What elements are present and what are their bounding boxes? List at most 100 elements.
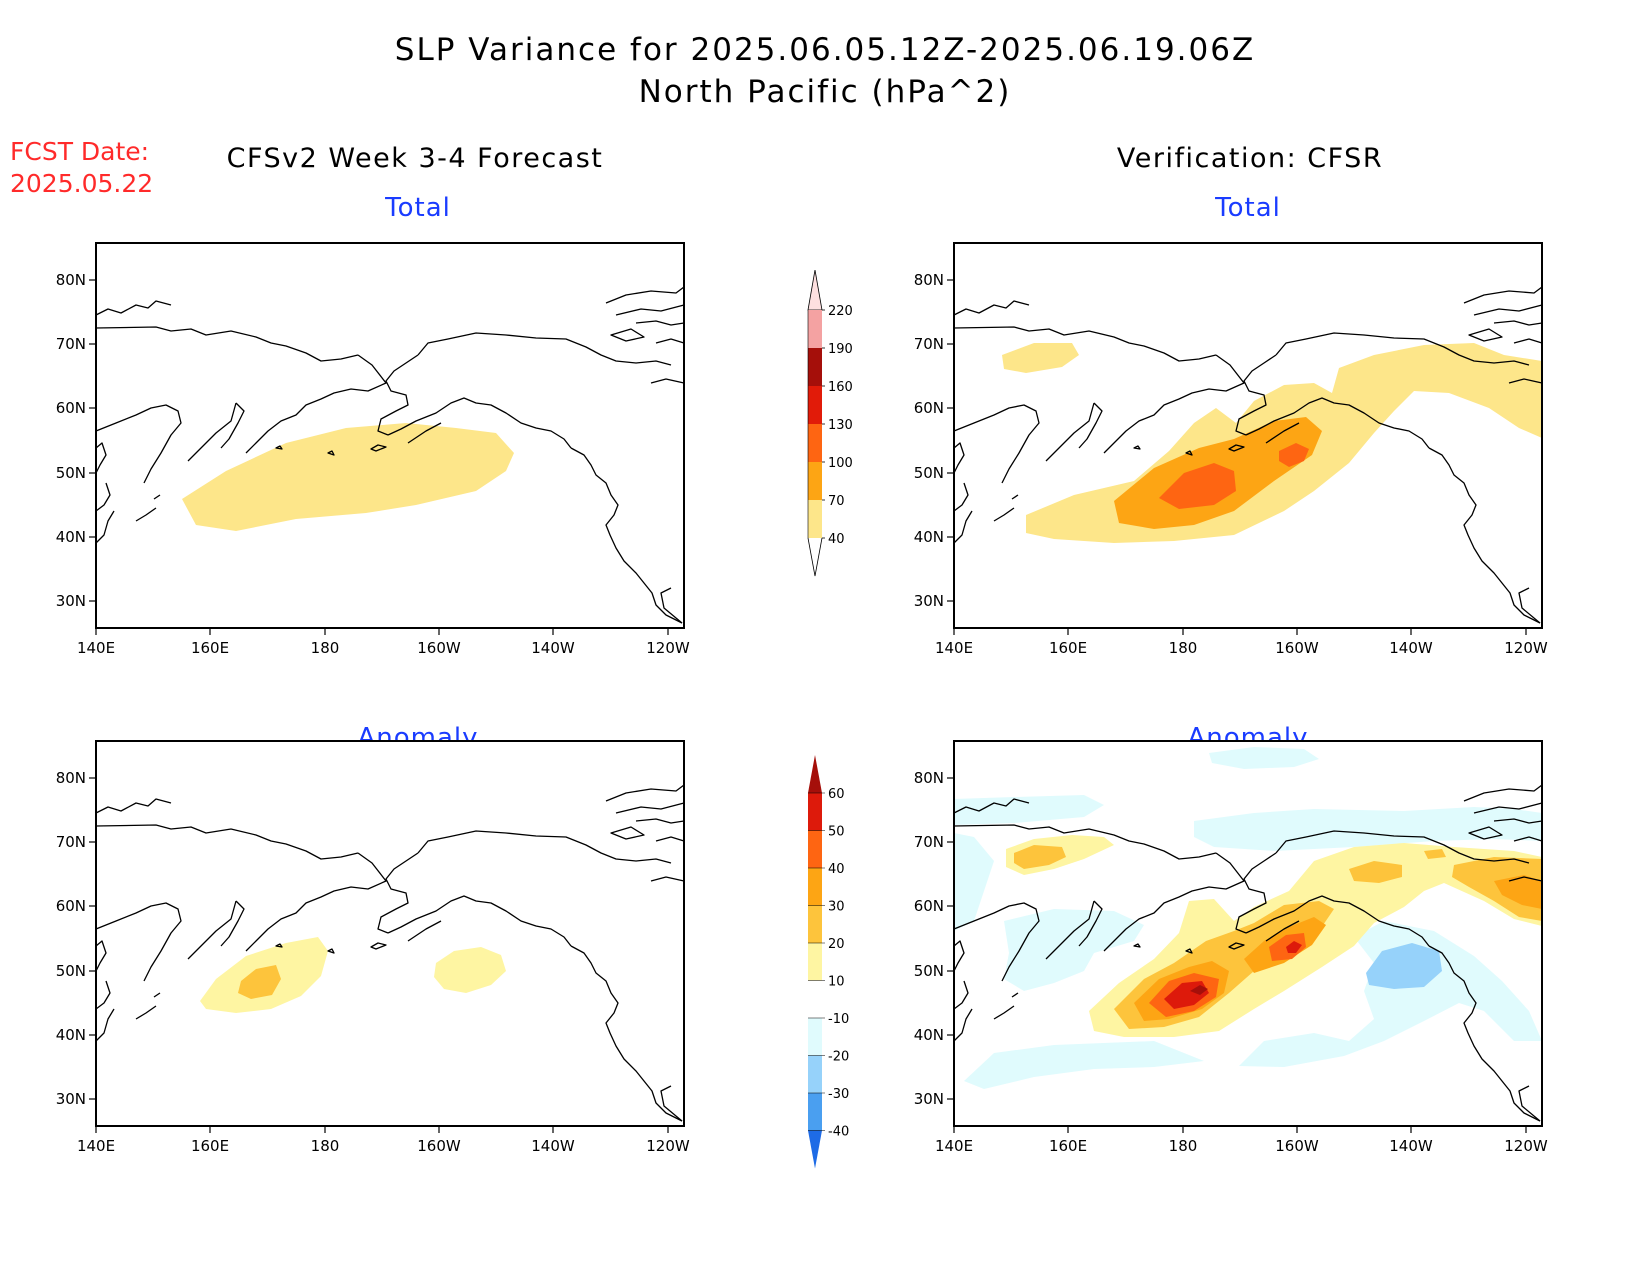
lon-tick-label: 180 [311,1137,340,1155]
forecast-total-title: Total [385,193,451,223]
verification-column-title: Verification: CFSR [1116,143,1384,174]
lon-tick-label: 140E [935,639,973,657]
colorbar-label: 160 [828,380,853,395]
lat-tick-label: 30N [56,1090,86,1108]
colorbar-label: 220 [828,304,853,319]
lat-tick-label: 50N [914,962,944,980]
lon-tick-label: 140W [531,639,575,657]
main-title: SLP Variance for 2025.06.05.12Z-2025.06.… [394,32,1256,68]
colorbar-swatch [808,943,822,981]
colorbar-label: -10 [828,1012,849,1027]
fcst-date-value: 2025.05.22 [10,169,154,198]
forecast-total-contour-40-70 [182,423,514,531]
colorbar-label: -30 [828,1087,849,1102]
lon-tick-label: 180 [311,639,340,657]
lat-tick-label: 80N [914,769,944,787]
colorbar-top-arrow [807,270,823,311]
anomaly-colorbar: 60 50 40 30 20 10 -10 -20 -30 -40 [808,755,849,1169]
lat-tick-label: 80N [56,769,86,787]
colorbar-swatch [808,905,822,943]
lon-tick-label: 120W [646,1137,690,1155]
lon-tick-label: 140W [531,1137,575,1155]
forecast-anomaly-contours [200,937,506,1013]
colorbar-label: 190 [828,342,853,357]
colorbar-label: 60 [828,787,845,802]
lat-tick-label: 60N [56,399,86,417]
lon-tick-label: 140E [77,1137,115,1155]
colorbar-label: -20 [828,1050,849,1065]
lon-tick-label: 160W [1275,1137,1319,1155]
colorbar-swatch [808,1093,822,1131]
lat-tick-label: 80N [914,271,944,289]
lon-tick-label: 140W [1389,639,1433,657]
fcst-date-label: FCST Date: [10,137,150,166]
lat-tick-label: 60N [914,399,944,417]
colorbar-swatch [808,980,822,1018]
lon-tick-label: 160E [191,1137,229,1155]
lat-tick-label: 50N [56,962,86,980]
colorbar-swatch [808,462,822,500]
colorbar-swatch [808,793,822,831]
forecast-column-title: CFSv2 Week 3-4 Forecast [226,143,604,174]
lat-tick-label: 50N [914,464,944,482]
lat-tick-label: 70N [56,833,86,851]
lat-tick-label: 40N [914,1026,944,1044]
lat-tick-label: 30N [914,1090,944,1108]
lat-tick-label: 70N [914,335,944,353]
lon-tick-label: 160W [1275,639,1319,657]
verification-anomaly-axes: 140E 160E 180 160W 140W 120W 80N 70N 60N 50N 40N 30… [914,769,1548,1155]
colorbar-top-arrow [808,755,822,793]
lon-tick-label: 160E [191,639,229,657]
lon-tick-label: 140E [77,639,115,657]
lat-tick-label: 50N [56,464,86,482]
colorbar-label: 40 [828,532,845,547]
lon-tick-label: 160E [1049,639,1087,657]
colorbar-swatch [808,348,822,386]
forecast-anomaly-map: 140E 160E 180 160W 140W 120W 80N 70N 60N 50N 40N 30… [56,740,690,1155]
lat-tick-label: 30N [914,592,944,610]
colorbar-label: 20 [828,937,845,952]
colorbar-swatch [808,500,822,538]
lat-tick-label: 60N [56,897,86,915]
lon-tick-label: 160W [417,639,461,657]
total-colorbar: 220 190 160 130 100 70 40 [807,270,853,577]
colorbar-label: 50 [828,825,845,840]
colorbar-bottom-arrow [807,537,823,577]
lat-tick-label: 40N [56,528,86,546]
colorbar-swatch [808,310,822,348]
colorbar-label: 100 [828,456,853,471]
colorbar-swatch [808,1055,822,1093]
forecast-total-axes: 140E 160E 180 160W 140W 120W 80N 70N 60N 50N 40N 30… [56,271,690,657]
lon-tick-label: 120W [1504,639,1548,657]
lat-tick-label: 40N [914,528,944,546]
lon-tick-label: 160E [1049,1137,1087,1155]
lon-tick-label: 160W [417,1137,461,1155]
colorbar-label: 130 [828,418,853,433]
lon-tick-label: 180 [1169,639,1198,657]
lat-tick-label: 70N [914,833,944,851]
lon-tick-label: 140W [1389,1137,1433,1155]
lon-tick-label: 120W [646,639,690,657]
colorbar-swatch [808,830,822,868]
colorbar-label: 70 [828,494,845,509]
forecast-anomaly-axes: 140E 160E 180 160W 140W 120W 80N 70N 60N 50N 40N 30… [56,769,690,1155]
verification-total-map: 140E 160E 180 160W 140W 120W 80N 70N 60N 50N 40N 30… [914,242,1548,657]
verification-total-axes: 140E 160E 180 160W 140W 120W 80N 70N 60N 50N 40N 30… [914,271,1548,657]
verification-anomaly-map: 140E 160E 180 160W 140W 120W 80N 70N 60N 50N 40N 30… [914,740,1548,1155]
verification-anomaly-contours [954,747,1542,1089]
colorbar-swatch [808,386,822,424]
lat-tick-label: 70N [56,335,86,353]
main-subtitle: North Pacific (hPa^2) [638,74,1012,110]
forecast-total-map: 140E 160E 180 160W 140W 120W 80N 70N 60N 50N 40N 30… [56,242,690,657]
verification-total-title: Total [1215,193,1281,223]
lon-tick-label: 120W [1504,1137,1548,1155]
lat-tick-label: 30N [56,592,86,610]
lat-tick-label: 40N [56,1026,86,1044]
colorbar-bottom-arrow [808,1130,822,1169]
colorbar-label: -40 [828,1125,849,1140]
colorbar-label: 30 [828,900,845,915]
colorbar-swatch [808,868,822,906]
lon-tick-label: 140E [935,1137,973,1155]
lat-tick-label: 60N [914,897,944,915]
verification-total-contours [1002,343,1542,543]
